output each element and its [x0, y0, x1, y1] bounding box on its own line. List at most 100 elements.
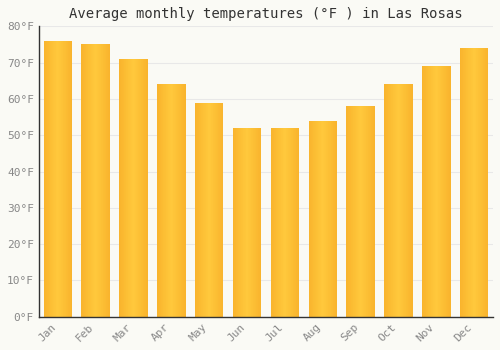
Bar: [174, 84, 175, 317]
Bar: [86, 44, 87, 317]
Bar: [138, 59, 139, 317]
Bar: [197, 103, 198, 317]
Bar: [362, 106, 364, 317]
Bar: [218, 103, 219, 317]
Bar: [136, 59, 137, 317]
Bar: [449, 66, 450, 317]
Bar: [394, 84, 395, 317]
Bar: [365, 106, 366, 317]
Bar: [408, 84, 409, 317]
Bar: [463, 48, 464, 317]
Bar: [359, 106, 360, 317]
Bar: [108, 44, 109, 317]
Bar: [47, 41, 48, 317]
Bar: [352, 106, 353, 317]
Bar: [248, 128, 249, 317]
Bar: [422, 66, 450, 317]
Bar: [427, 66, 428, 317]
Bar: [96, 44, 97, 317]
Bar: [392, 84, 394, 317]
Bar: [122, 59, 123, 317]
Bar: [395, 84, 396, 317]
Bar: [55, 41, 56, 317]
Bar: [325, 121, 326, 317]
Bar: [208, 103, 209, 317]
Bar: [120, 59, 122, 317]
Bar: [436, 66, 437, 317]
Bar: [444, 66, 445, 317]
Bar: [324, 121, 325, 317]
Bar: [119, 59, 148, 317]
Bar: [159, 84, 160, 317]
Bar: [147, 59, 148, 317]
Bar: [411, 84, 412, 317]
Bar: [83, 44, 84, 317]
Bar: [48, 41, 50, 317]
Bar: [480, 48, 482, 317]
Bar: [252, 128, 254, 317]
Bar: [465, 48, 466, 317]
Bar: [346, 106, 347, 317]
Bar: [368, 106, 369, 317]
Bar: [212, 103, 214, 317]
Bar: [334, 121, 335, 317]
Bar: [233, 128, 261, 317]
Bar: [104, 44, 105, 317]
Bar: [428, 66, 429, 317]
Bar: [246, 128, 247, 317]
Bar: [330, 121, 332, 317]
Bar: [125, 59, 126, 317]
Bar: [479, 48, 480, 317]
Bar: [470, 48, 472, 317]
Bar: [487, 48, 488, 317]
Bar: [367, 106, 368, 317]
Bar: [447, 66, 448, 317]
Bar: [482, 48, 484, 317]
Bar: [434, 66, 435, 317]
Bar: [398, 84, 399, 317]
Bar: [314, 121, 315, 317]
Bar: [129, 59, 130, 317]
Bar: [50, 41, 51, 317]
Bar: [98, 44, 99, 317]
Bar: [405, 84, 406, 317]
Bar: [327, 121, 328, 317]
Bar: [210, 103, 212, 317]
Bar: [185, 84, 186, 317]
Bar: [239, 128, 240, 317]
Bar: [144, 59, 145, 317]
Bar: [259, 128, 260, 317]
Bar: [165, 84, 166, 317]
Bar: [286, 128, 287, 317]
Bar: [282, 128, 283, 317]
Bar: [237, 128, 238, 317]
Bar: [390, 84, 392, 317]
Bar: [71, 41, 72, 317]
Bar: [205, 103, 206, 317]
Bar: [198, 103, 200, 317]
Bar: [409, 84, 410, 317]
Bar: [245, 128, 246, 317]
Bar: [235, 128, 236, 317]
Bar: [318, 121, 319, 317]
Bar: [180, 84, 182, 317]
Bar: [56, 41, 57, 317]
Bar: [429, 66, 430, 317]
Bar: [196, 103, 197, 317]
Bar: [317, 121, 318, 317]
Bar: [406, 84, 407, 317]
Bar: [331, 121, 332, 317]
Bar: [109, 44, 110, 317]
Bar: [426, 66, 427, 317]
Bar: [410, 84, 411, 317]
Bar: [320, 121, 322, 317]
Bar: [328, 121, 329, 317]
Bar: [308, 121, 337, 317]
Bar: [207, 103, 208, 317]
Bar: [202, 103, 203, 317]
Bar: [157, 84, 158, 317]
Bar: [107, 44, 108, 317]
Bar: [441, 66, 442, 317]
Bar: [332, 121, 334, 317]
Bar: [166, 84, 167, 317]
